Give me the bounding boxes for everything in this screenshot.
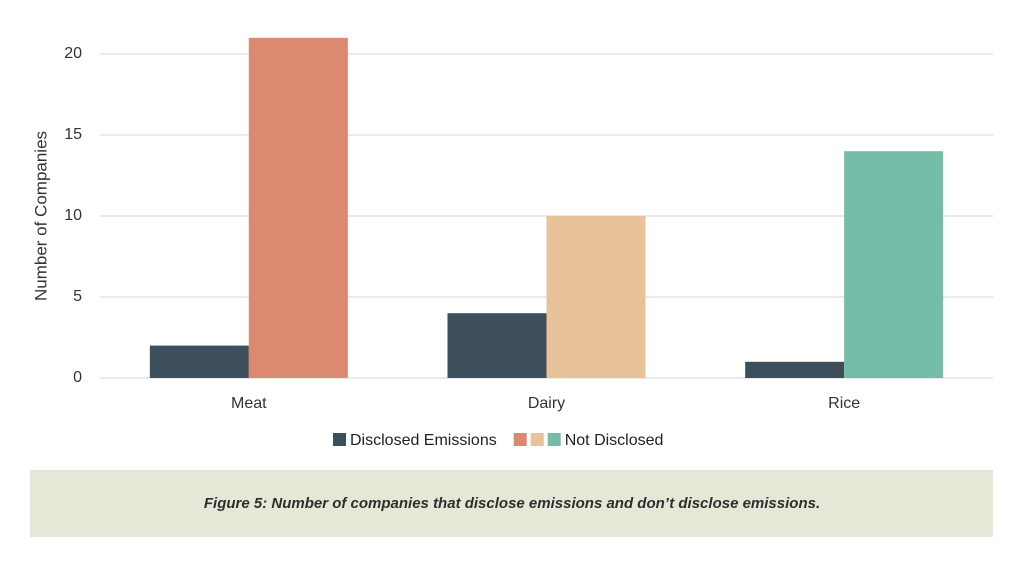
legend-swatch — [547, 433, 561, 446]
y-tick-label: 0 — [73, 369, 82, 386]
bar — [248, 37, 348, 379]
bar — [546, 216, 646, 378]
caption: Figure 5: Number of companies that discl… — [204, 495, 820, 512]
legend-label: Not Disclosed — [565, 432, 664, 449]
y-axis-title: Number of Companies — [31, 131, 50, 301]
y-tick-label: 10 — [64, 207, 82, 224]
bar — [844, 151, 944, 378]
bar — [447, 313, 547, 378]
x-tick-label: Meat — [231, 395, 267, 412]
x-tick-label: Rice — [828, 395, 860, 412]
bar — [149, 345, 249, 378]
legend-swatch — [513, 433, 527, 446]
y-tick-label: 20 — [64, 45, 82, 62]
y-tick-label: 15 — [64, 126, 82, 143]
legend-swatch — [530, 433, 544, 446]
x-tick-label: Dairy — [528, 395, 565, 412]
bar — [745, 361, 845, 378]
y-tick-label: 5 — [73, 288, 82, 305]
caption-box — [30, 470, 993, 537]
legend-swatch — [333, 433, 346, 446]
legend-label: Disclosed Emissions — [350, 432, 497, 449]
